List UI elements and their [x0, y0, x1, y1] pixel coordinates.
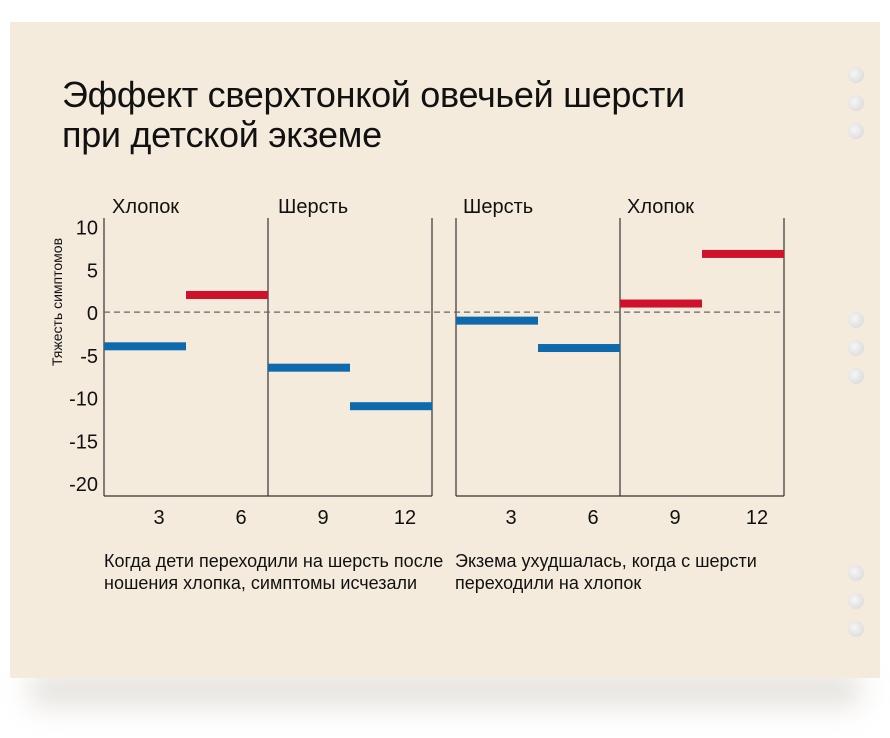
bar-wool — [268, 363, 350, 372]
x-tick-label: 12 — [394, 507, 416, 529]
bar-wool — [104, 342, 186, 351]
x-tick-label: 6 — [235, 507, 246, 529]
bar-cotton — [186, 290, 268, 299]
bar-wool — [350, 402, 432, 411]
binder-hole-icon — [848, 123, 864, 139]
phase-label: Хлопок — [112, 196, 179, 218]
y-tick-label: 10 — [76, 218, 98, 240]
bars — [104, 249, 784, 411]
title-line-1: Эффект сверхтонкой овечьей шерсти — [62, 74, 685, 115]
y-tick-labels: 10 5 0 -5 -10 -15 -20 — [69, 218, 98, 497]
y-tick-label: -5 — [80, 346, 98, 368]
panel-1: Хлопок Шерсть — [103, 196, 433, 497]
x-tick-label: 3 — [153, 507, 164, 529]
x-tick-label: 3 — [505, 507, 516, 529]
bar-cotton — [620, 299, 702, 308]
binder-hole-icon — [848, 312, 864, 328]
title-line-2: при детской экземе — [62, 114, 382, 155]
y-axis-label: Тяжесть симптомов — [49, 238, 65, 366]
bar-wool — [538, 344, 620, 353]
binder-hole-icon — [848, 593, 864, 609]
phase-label: Хлопок — [627, 196, 694, 218]
binder-hole-icon — [848, 67, 864, 83]
binder-hole-icon — [848, 621, 864, 637]
y-tick-label: -20 — [69, 474, 98, 496]
phase-label: Шерсть — [463, 196, 533, 218]
bar-cotton — [702, 249, 784, 258]
bar-wool — [456, 316, 538, 325]
y-tick-label: 0 — [87, 303, 98, 325]
binder-hole-icon — [848, 95, 864, 111]
caption-left: Когда дети переходили на шерсть после но… — [104, 551, 444, 593]
x-tick-labels: 3 6 9 12 3 6 9 12 — [153, 507, 768, 529]
caption-right: Экзема ухудшалась, когда с шерсти перехо… — [455, 551, 757, 593]
binder-hole-icon — [848, 368, 864, 384]
x-tick-label: 6 — [587, 507, 598, 529]
x-tick-label: 9 — [669, 507, 680, 529]
chart-title: Эффект сверхтонкой овечьей шерсти при де… — [62, 75, 685, 155]
y-tick-label: 5 — [87, 260, 98, 282]
binder-hole-icon — [848, 340, 864, 356]
binder-hole-icon — [848, 565, 864, 581]
y-tick-label: -10 — [69, 389, 98, 411]
phase-label: Шерсть — [278, 196, 348, 218]
x-tick-label: 9 — [317, 507, 328, 529]
panel-2: Шерсть Хлопок — [455, 196, 785, 497]
x-tick-label: 12 — [746, 507, 768, 529]
y-tick-label: -15 — [69, 431, 98, 453]
